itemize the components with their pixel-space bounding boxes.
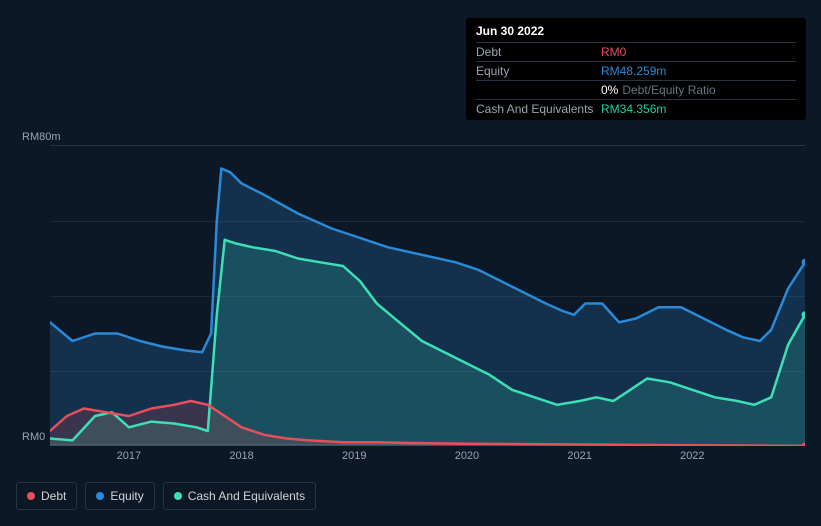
y-tick-label: RM80m [22,131,61,143]
x-tick-label: 2018 [229,450,253,462]
tooltip-row: DebtRM0 [476,42,796,61]
legend-label: Debt [41,489,66,503]
tooltip-label [476,83,601,97]
x-tick-label: 2022 [680,450,704,462]
x-tick-label: 2020 [455,450,479,462]
x-axis-labels: 2017 2018 2019 2020 2021 2022 [50,450,805,466]
tooltip-value: RM48.259m [601,64,666,78]
tooltip-label: Debt [476,45,601,59]
tooltip-value: 0%Debt/Equity Ratio [601,83,716,97]
y-tick-label: RM0 [22,431,45,443]
x-tick-label: 2017 [117,450,141,462]
chart-svg [50,146,805,446]
tooltip-subtext: Debt/Equity Ratio [622,83,715,97]
chart-plot[interactable] [50,145,805,445]
tooltip-row: 0%Debt/Equity Ratio [476,80,796,99]
tooltip-label: Equity [476,64,601,78]
legend-item-debt[interactable]: Debt [16,482,77,510]
tooltip-date: Jun 30 2022 [476,24,796,38]
legend-item-equity[interactable]: Equity [85,482,154,510]
legend-dot-icon [27,492,35,500]
chart-legend: Debt Equity Cash And Equivalents [16,482,316,510]
legend-label: Equity [110,489,143,503]
tooltip-value: RM34.356m [601,102,666,116]
legend-dot-icon [174,492,182,500]
x-tick-label: 2019 [342,450,366,462]
tooltip-row: EquityRM48.259m [476,61,796,80]
tooltip-value: RM0 [601,45,626,59]
tooltip-label: Cash And Equivalents [476,102,601,116]
chart-tooltip: Jun 30 2022DebtRM0EquityRM48.259m0%Debt/… [466,18,806,120]
x-tick-label: 2021 [567,450,591,462]
legend-item-cash-and-equivalents[interactable]: Cash And Equivalents [163,482,316,510]
tooltip-row: Cash And EquivalentsRM34.356m [476,99,796,118]
legend-label: Cash And Equivalents [188,489,305,503]
legend-dot-icon [96,492,104,500]
